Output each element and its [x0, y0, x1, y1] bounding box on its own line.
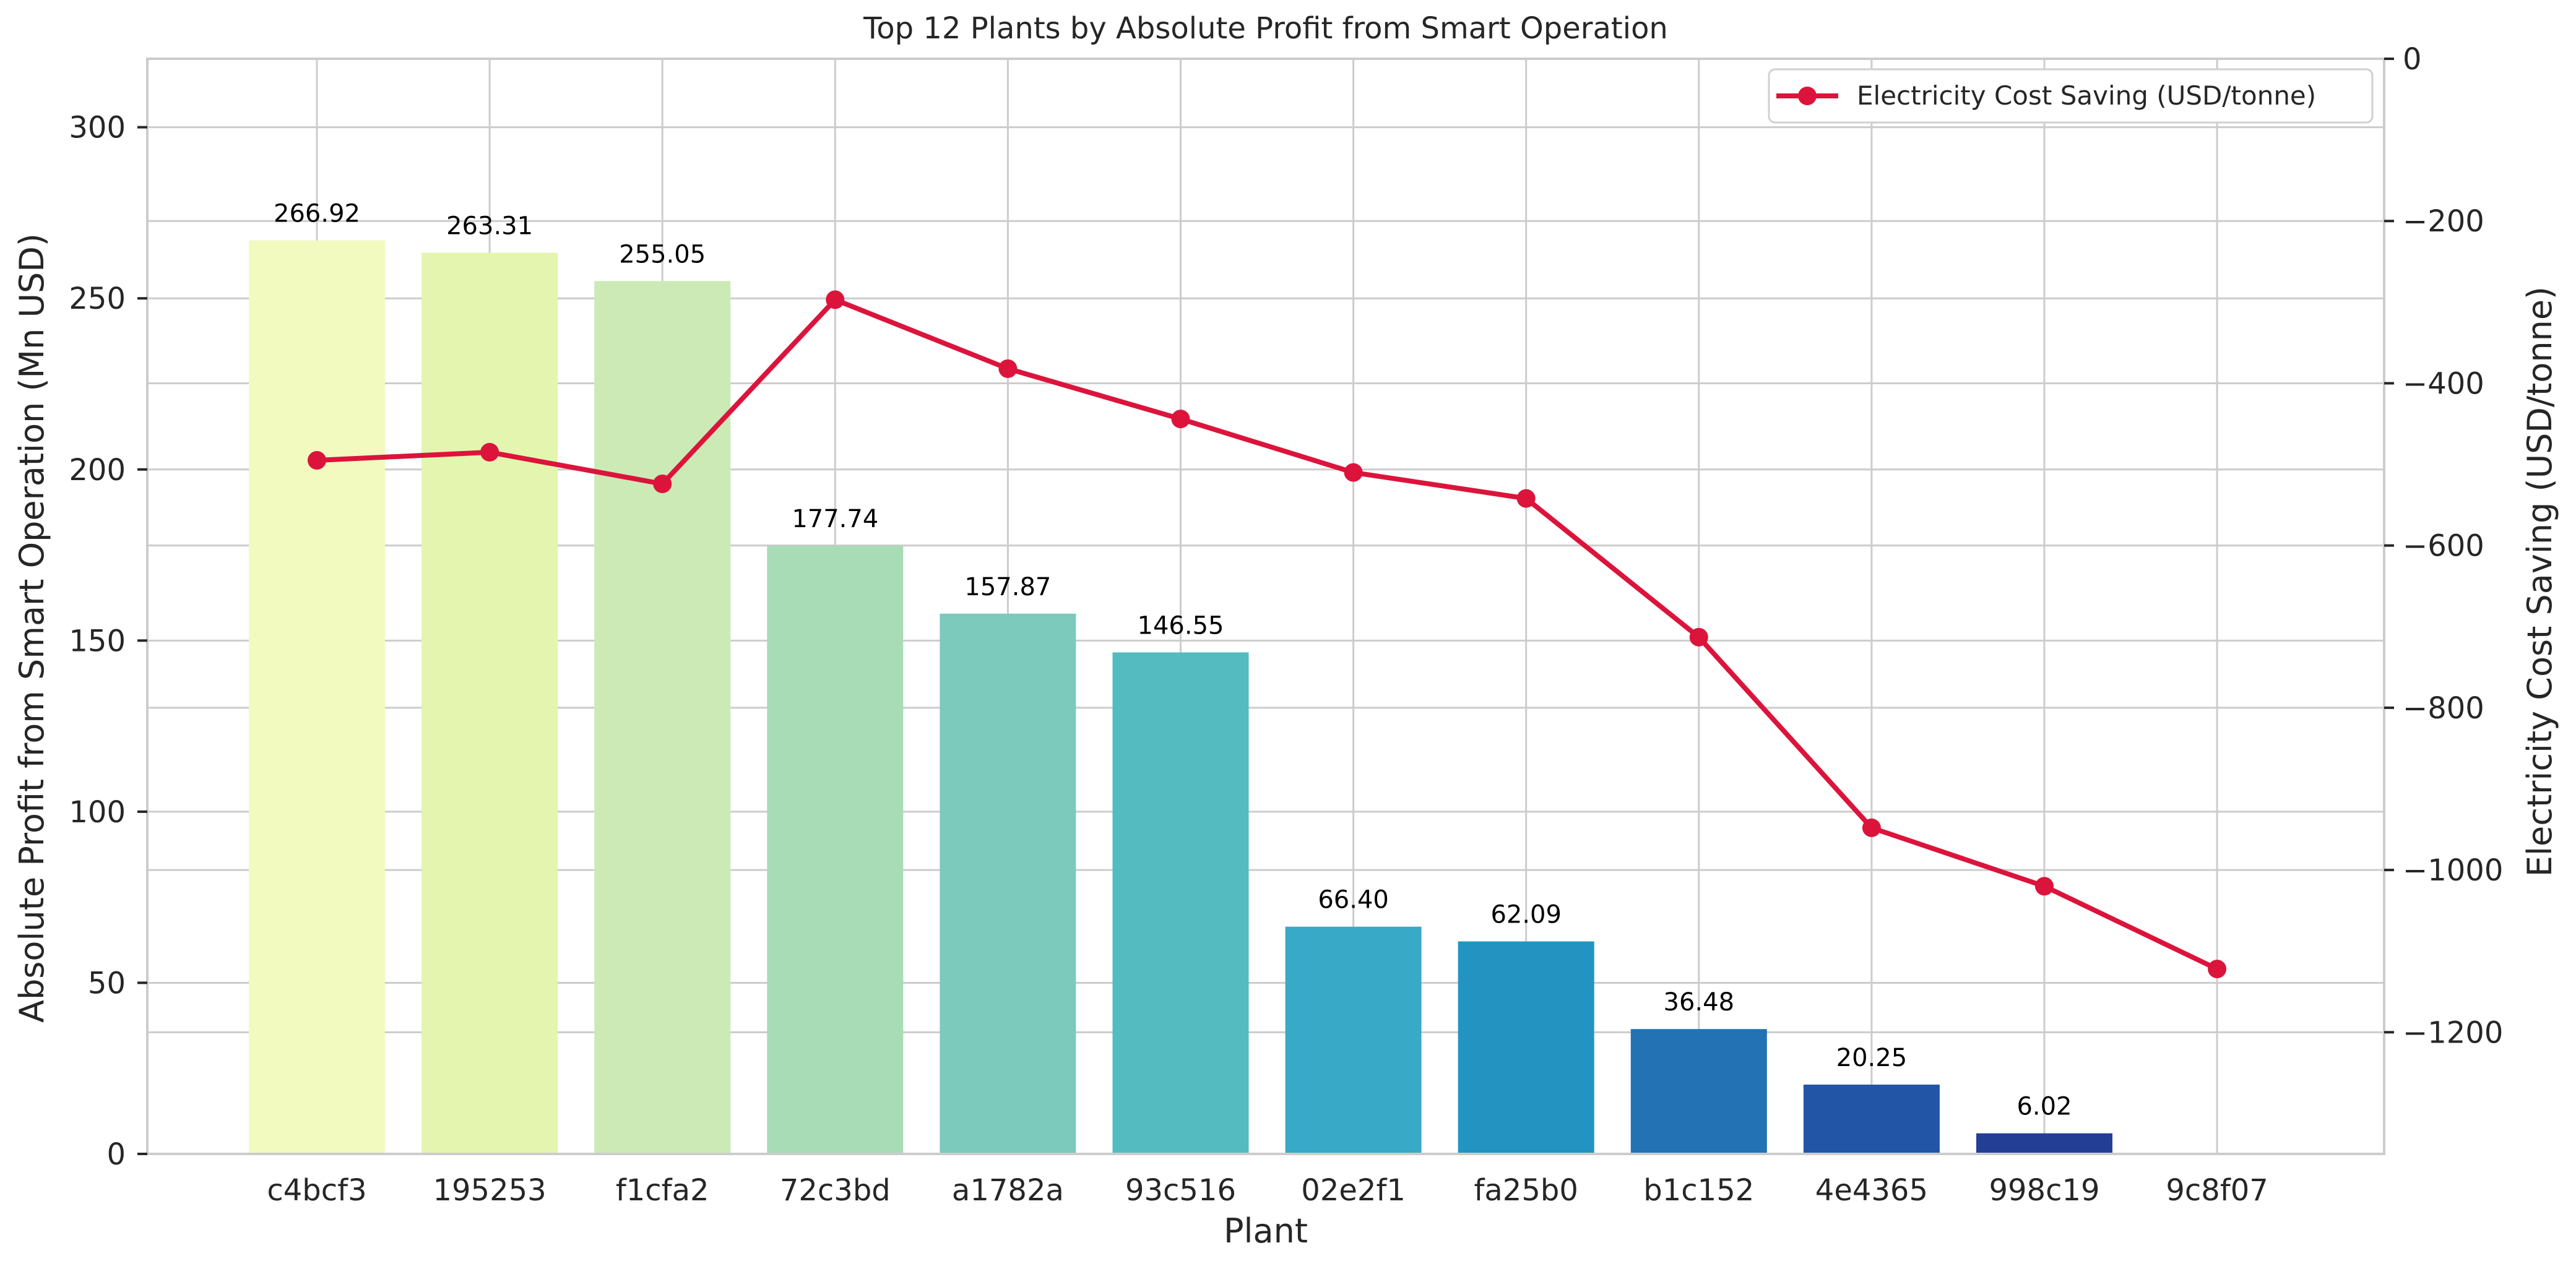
y-tick-label: 100: [69, 795, 126, 830]
bar-value-labels: 266.92 263.31 255.05 177.74 157.87 146.55 66.4…: [274, 200, 2072, 1121]
x-tick-label: b1c152: [1643, 1173, 1754, 1208]
bar: [594, 281, 731, 1155]
bar: [1803, 1084, 1940, 1154]
bar: [421, 252, 558, 1155]
bar-value-label: 6.02: [2016, 1093, 2072, 1121]
bar: [1112, 652, 1249, 1154]
legend-entry: Electricity Cost Saving (USD/tonne): [1857, 80, 2316, 111]
bar-value-label: 157.87: [964, 573, 1051, 601]
bar-value-label: 177.74: [792, 505, 878, 533]
y-tick-label: 150: [69, 624, 126, 658]
x-tick-label: 195253: [433, 1173, 546, 1208]
x-tick-label: c4bcf3: [267, 1173, 366, 1208]
line-point: [653, 475, 672, 494]
y2-axis-label: Electricity Cost Saving (USD/tonne): [2520, 286, 2559, 877]
bar-value-label: 266.92: [274, 200, 360, 228]
bar-value-label: 62.09: [1490, 901, 1562, 929]
y2-tick-label: −400: [2403, 366, 2484, 401]
y2-tick-label: 0: [2403, 42, 2422, 77]
y-tick-label: 200: [69, 453, 126, 488]
bar: [1976, 1133, 2112, 1154]
bars: [249, 240, 2112, 1155]
bar-value-label: 263.31: [446, 212, 533, 241]
bar-value-label: 20.25: [1836, 1044, 1908, 1072]
bar: [1458, 941, 1594, 1154]
line-series: [308, 290, 2227, 979]
y-tick-label: 250: [69, 282, 126, 316]
bar-value-label: 255.05: [619, 240, 706, 269]
axes: 0 50 100 150 200 250 300 0 −200 −400 −600 −800 −1000…: [69, 42, 2503, 1208]
legend-box: [1768, 68, 2374, 124]
line-point: [2035, 877, 2054, 896]
y-axis-label: Absolute Profit from Smart Operation (Mn…: [12, 233, 51, 1023]
line-point: [1516, 489, 1536, 508]
x-tick-label: a1782a: [952, 1173, 1064, 1208]
legend-marker: [1798, 87, 1817, 105]
bar: [940, 613, 1076, 1154]
line-point: [1862, 818, 1881, 837]
bar: [767, 545, 904, 1154]
y2-tick-label: −1000: [2403, 853, 2503, 888]
chart-title: Top 12 Plants by Absolute Profit from Sm…: [863, 11, 1668, 46]
x-tick-label: 02e2f1: [1301, 1173, 1406, 1208]
x-tick-label: 9c8f07: [2166, 1173, 2268, 1208]
x-tick-label: f1cfa2: [616, 1173, 709, 1208]
bar: [1285, 926, 1422, 1154]
x-tick-label: 998c19: [1989, 1173, 2099, 1208]
bar-value-label: 66.40: [1318, 886, 1389, 914]
x-tick-label: fa25b0: [1474, 1173, 1578, 1208]
bar: [249, 240, 385, 1154]
y-tick-label: 300: [69, 111, 126, 145]
bar-value-label: 36.48: [1664, 988, 1735, 1017]
line-point: [1171, 410, 1190, 429]
line-point: [998, 359, 1018, 378]
y-tick-label: 0: [106, 1137, 126, 1172]
x-axis-label: Plant: [1224, 1211, 1308, 1250]
y2-tick-label: −1200: [2403, 1015, 2503, 1050]
x-tick-label: 72c3bd: [780, 1173, 891, 1208]
line-point: [480, 442, 499, 462]
x-tick-label: 4e4365: [1815, 1173, 1928, 1208]
bar: [1630, 1029, 1767, 1154]
bar-value-label: 146.55: [1138, 611, 1224, 640]
plot-frame: [146, 58, 2385, 1155]
y2-tick-label: −200: [2403, 204, 2484, 239]
line-point: [308, 451, 326, 470]
line-point: [2208, 960, 2227, 979]
y-tick-label: 50: [88, 966, 126, 1000]
line-point: [1689, 627, 1708, 647]
line-series-path: [316, 297, 2218, 971]
y2-tick-label: −800: [2403, 691, 2484, 726]
line-point: [1344, 463, 1363, 482]
y2-tick-label: −600: [2403, 529, 2484, 564]
line-point: [826, 290, 845, 309]
legend: Electricity Cost Saving (USD/tonne): [1768, 68, 2374, 124]
x-tick-label: 93c516: [1125, 1173, 1236, 1208]
